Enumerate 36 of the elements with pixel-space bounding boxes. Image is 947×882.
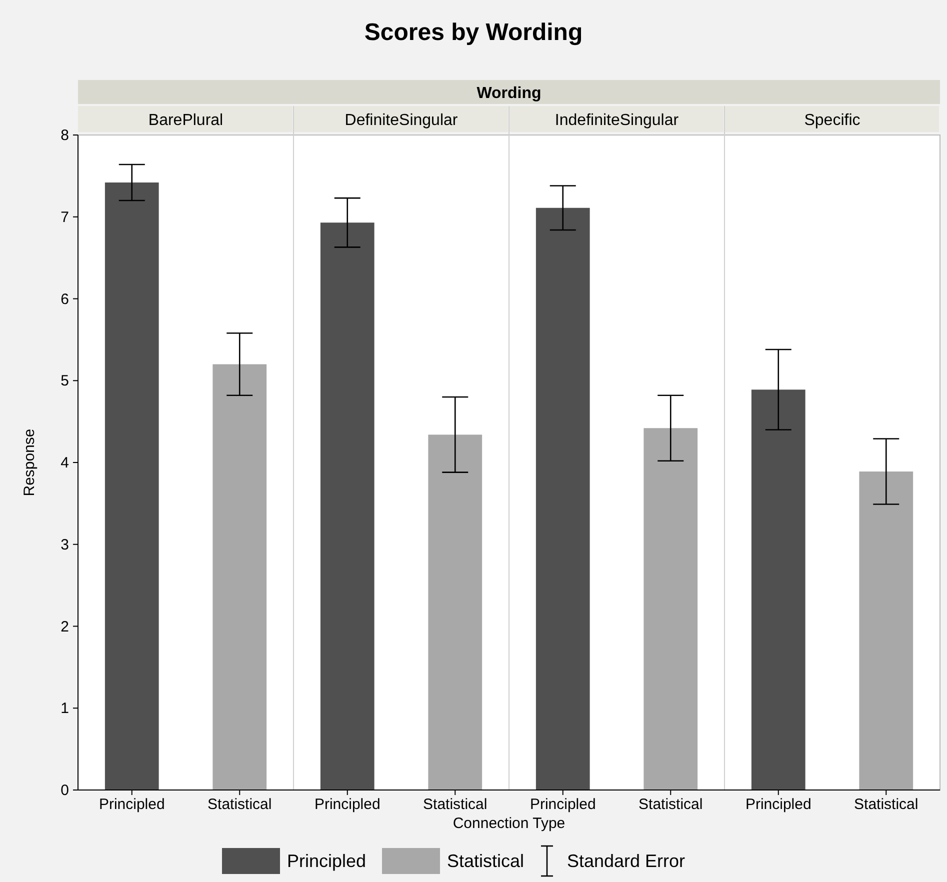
x-tick-label: Principled xyxy=(98,796,165,813)
bar xyxy=(320,222,374,790)
x-tick-label: Principled xyxy=(314,796,380,813)
chart-subtitle: Wording xyxy=(476,85,542,102)
x-tick-label: Statistical xyxy=(638,796,703,813)
text: Specific xyxy=(804,112,860,129)
y-tick-label: 2 xyxy=(60,618,69,636)
y-tick-label: 0 xyxy=(60,782,69,799)
text: Standard Error xyxy=(567,851,686,871)
bar xyxy=(751,390,806,790)
y-tick-label: 3 xyxy=(60,536,69,554)
y-tick-label: 5 xyxy=(60,372,69,390)
text: BarePlural xyxy=(148,112,224,129)
bar xyxy=(644,428,698,790)
text: DefiniteSingular xyxy=(344,112,458,129)
x-tick-label: Statistical xyxy=(854,796,918,813)
x-tick-label: Statistical xyxy=(208,796,272,813)
bar xyxy=(859,472,914,790)
x-axis-title: Connection Type xyxy=(452,815,566,832)
y-tick-label: 6 xyxy=(60,290,69,308)
legend-label: Statistical xyxy=(447,851,524,871)
chart-title: Scores by Wording xyxy=(364,19,583,46)
bar xyxy=(536,208,590,790)
y-tick-label: 8 xyxy=(60,127,69,144)
x-tick-label: Statistical xyxy=(423,796,488,813)
y-tick-label: 1 xyxy=(60,700,69,718)
y-axis-title: Response xyxy=(21,428,38,496)
x-tick-label: Principled xyxy=(530,796,596,813)
bar xyxy=(212,364,267,790)
legend-label: Principled xyxy=(287,851,366,871)
bar xyxy=(428,434,482,790)
text: IndefiniteSingular xyxy=(554,112,680,129)
y-tick-label: 7 xyxy=(60,208,69,226)
y-tick-label: 4 xyxy=(60,454,69,472)
bar xyxy=(104,182,159,790)
x-tick-label: Principled xyxy=(745,796,812,813)
